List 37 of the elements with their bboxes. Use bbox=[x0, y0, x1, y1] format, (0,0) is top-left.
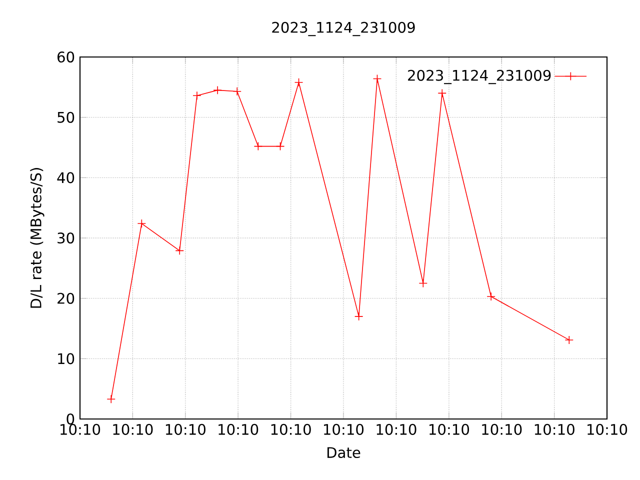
y-tick-label: 50 bbox=[58, 112, 74, 123]
point bbox=[192, 91, 202, 100]
point bbox=[372, 74, 382, 84]
x-tick-label: 10:10 bbox=[324, 424, 364, 435]
point bbox=[418, 278, 428, 288]
point bbox=[294, 78, 304, 87]
x-tick-label: 10:10 bbox=[218, 424, 258, 435]
y-tick-label: 60 bbox=[58, 51, 74, 63]
point bbox=[354, 312, 364, 321]
x-tick-label: 10:10 bbox=[113, 424, 153, 435]
x-axis-title: Date bbox=[327, 447, 360, 458]
y-tick-label: 30 bbox=[58, 232, 74, 244]
point bbox=[137, 219, 146, 228]
point bbox=[254, 142, 263, 151]
y-tick-label: 0 bbox=[66, 413, 74, 425]
point bbox=[213, 86, 222, 95]
point bbox=[276, 142, 285, 151]
x-tick-label: 10:10 bbox=[166, 424, 206, 435]
x-tick-label: 10:10 bbox=[534, 424, 574, 435]
y-tick-label: 40 bbox=[57, 172, 74, 184]
x-tick-label: 10:10 bbox=[376, 424, 416, 435]
x-tick-label: 10:10 bbox=[482, 424, 522, 435]
x-tick-label: 10:10 bbox=[60, 424, 100, 435]
x-tick-label: 10:10 bbox=[588, 424, 628, 435]
point bbox=[175, 246, 184, 256]
point bbox=[106, 394, 116, 404]
point bbox=[438, 88, 447, 98]
chart-title: 2023_1124_231009 bbox=[272, 22, 415, 36]
point bbox=[564, 336, 574, 344]
legend-label: 2023_1124_231009 bbox=[408, 70, 551, 84]
y-axis-title: D/L rate (MBytes/S) bbox=[30, 168, 44, 308]
y-tick-label: 10 bbox=[58, 353, 74, 364]
x-tick-label: 10:10 bbox=[271, 424, 311, 435]
point bbox=[232, 87, 242, 96]
y-tick-label: 20 bbox=[58, 292, 74, 304]
x-tick-label: 10:10 bbox=[430, 424, 470, 435]
point bbox=[486, 292, 496, 301]
